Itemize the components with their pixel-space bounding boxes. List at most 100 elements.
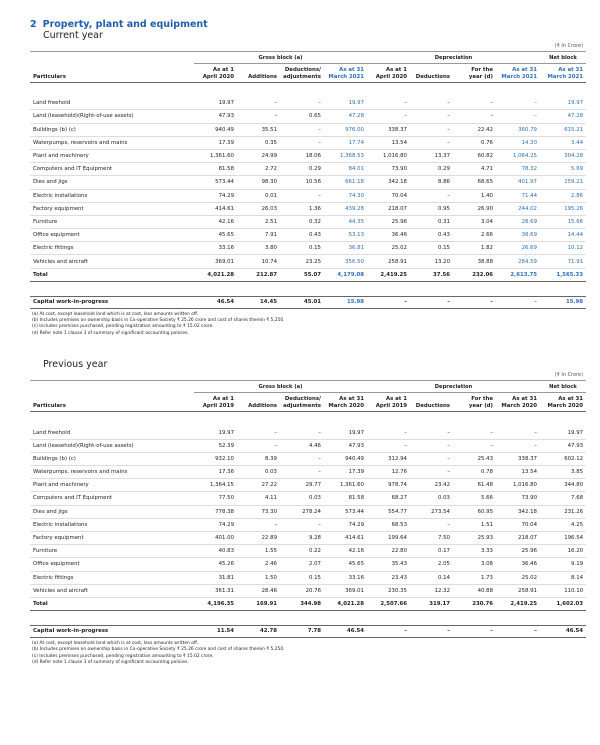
column-header: As at 1 April 2019 (194, 392, 237, 413)
cell-value: 244.02 (496, 202, 540, 216)
cell-value: 0.76 (453, 136, 496, 150)
cell-value: 0.35 (237, 136, 280, 150)
column-header: For the year (d) (453, 392, 496, 413)
cell-value: – (280, 97, 324, 111)
cell-value: 1,064.25 (496, 149, 540, 164)
row-label: Electric installations (30, 518, 194, 532)
cell-value: 33.16 (194, 241, 237, 256)
cell-value: 17.39 (194, 136, 237, 150)
cell-value: 0.43 (280, 228, 324, 243)
cell-value: 18.06 (280, 149, 324, 164)
footnote: (c) Includes premises purchased, pending… (32, 324, 214, 330)
column-header: Additions (237, 63, 280, 84)
cell-value: – (237, 518, 280, 532)
cell-value: 11.54 (194, 624, 237, 638)
group-header: Depreciation (367, 380, 540, 394)
row-label: Land (leasehold)(Right-of-use assets) (30, 109, 194, 124)
cell-value: 15.66 (540, 215, 587, 230)
cell-value: 27.22 (237, 478, 280, 493)
cell-value: – (410, 518, 453, 532)
cell-value: 1.51 (453, 518, 496, 532)
spacer (30, 281, 586, 296)
row-label: Plant and machinery (30, 478, 194, 493)
row-label: Dies and jigs (30, 505, 194, 519)
cell-value: 7.68 (540, 491, 587, 506)
cell-value: 81.58 (194, 162, 237, 177)
cell-value: 60.95 (453, 505, 496, 519)
row-label: Furniture (30, 544, 194, 559)
cell-value: – (410, 624, 453, 638)
cell-value: – (367, 295, 410, 309)
cell-value: 19.97 (540, 97, 587, 111)
cell-value: 1,016.80 (367, 149, 410, 164)
group-header: Net block (540, 51, 587, 64)
row-label: Land freehold (30, 426, 194, 440)
spacer (30, 83, 586, 98)
cell-value: 26.03 (237, 202, 280, 216)
section-number: 2 (30, 19, 37, 30)
cell-value: 4.46 (280, 439, 324, 453)
cell-value: 195.26 (540, 202, 587, 216)
table-row: Vehicles and aircraft 361.31 28.46 20.76 369… (30, 584, 587, 598)
cell-value: 1,368.53 (324, 149, 367, 164)
cell-value: 23.43 (367, 571, 410, 585)
cell-value: – (280, 518, 324, 532)
spacer-cell (30, 412, 586, 427)
cell-value: 338.37 (496, 452, 540, 467)
total-row: Total 4,021.28 212.87 55.07 4,179.08 2,419.25… (30, 267, 587, 282)
cell-value: 13.54 (367, 136, 410, 150)
cell-value: – (496, 97, 540, 111)
row-label: Dies and jigs (30, 175, 194, 190)
cell-value: 338.37 (367, 123, 410, 137)
cell-value: 22.89 (237, 531, 280, 546)
cell-value: – (410, 452, 453, 467)
cell-value: 414.61 (194, 202, 237, 216)
cell-value: 36.46 (496, 557, 540, 572)
footnote: (d) Refer note 1 clause 3 of summary of … (32, 330, 189, 336)
cell-value: 0.14 (410, 571, 453, 585)
table-heading: Previous year (43, 359, 108, 371)
cell-value: 0.29 (280, 162, 324, 177)
unit-label: (₹ In Crore) (30, 370, 587, 382)
cell-value: 47.93 (324, 439, 367, 453)
cell-value: 0.65 (280, 109, 324, 124)
cell-value: 573.44 (324, 505, 367, 519)
cell-value: – (496, 439, 540, 453)
cell-value: 8.14 (540, 571, 587, 585)
row-label: Office equipment (30, 557, 194, 572)
cell-value: 70.04 (367, 189, 410, 203)
cell-value: 1,602.03 (540, 596, 587, 611)
cell-value: 0.29 (410, 162, 453, 177)
cell-value: 12.32 (410, 584, 453, 598)
cell-value: 978.74 (367, 478, 410, 493)
cell-value: 232.06 (453, 267, 496, 282)
cell-value: 13.54 (496, 465, 540, 480)
cell-value: 45.65 (194, 228, 237, 243)
cell-value: – (410, 189, 453, 203)
table-block: Current year (₹ In Crore) Gross block (a) D… (30, 30, 587, 337)
table-row: Electric installations 74.29 0.01–74.30 70.… (30, 189, 587, 203)
cell-value: 2.72 (237, 162, 280, 177)
table-row: Furniture 40.83 1.55 0.22 42.16 22.80 0.17 3.33… (30, 544, 587, 559)
row-label: Computers and IT Equipment (30, 162, 194, 177)
cell-value: – (237, 439, 280, 453)
table-row: Vehicles and aircraft 369.01 10.74 23.25 356… (30, 254, 587, 269)
table-row: Waterpumps, reservoirs and mains 17.36 0.0… (30, 465, 587, 480)
data-table: (₹ In Crore) Gross block (a) Depreciation N… (30, 41, 587, 309)
cell-value: 361.31 (194, 584, 237, 598)
cell-value: 19.97 (194, 426, 237, 440)
cell-value: – (410, 465, 453, 480)
cell-value: 26.90 (453, 202, 496, 216)
cell-value: 3.33 (453, 544, 496, 559)
cell-value: 36.81 (324, 241, 367, 256)
cell-value: 2,507.66 (367, 596, 410, 611)
cell-value: 3.85 (540, 465, 587, 480)
total-row: Total 4,196.35 169.91 344.98 4,021.28 2,507.6… (30, 596, 587, 611)
row-label: Electric fittings (30, 571, 194, 585)
cell-value: 1.50 (237, 571, 280, 585)
cell-value: 45.26 (194, 557, 237, 572)
cell-value: 0.03 (280, 491, 324, 506)
cell-value: 4,179.08 (324, 267, 367, 282)
cell-value: 1.55 (237, 544, 280, 559)
